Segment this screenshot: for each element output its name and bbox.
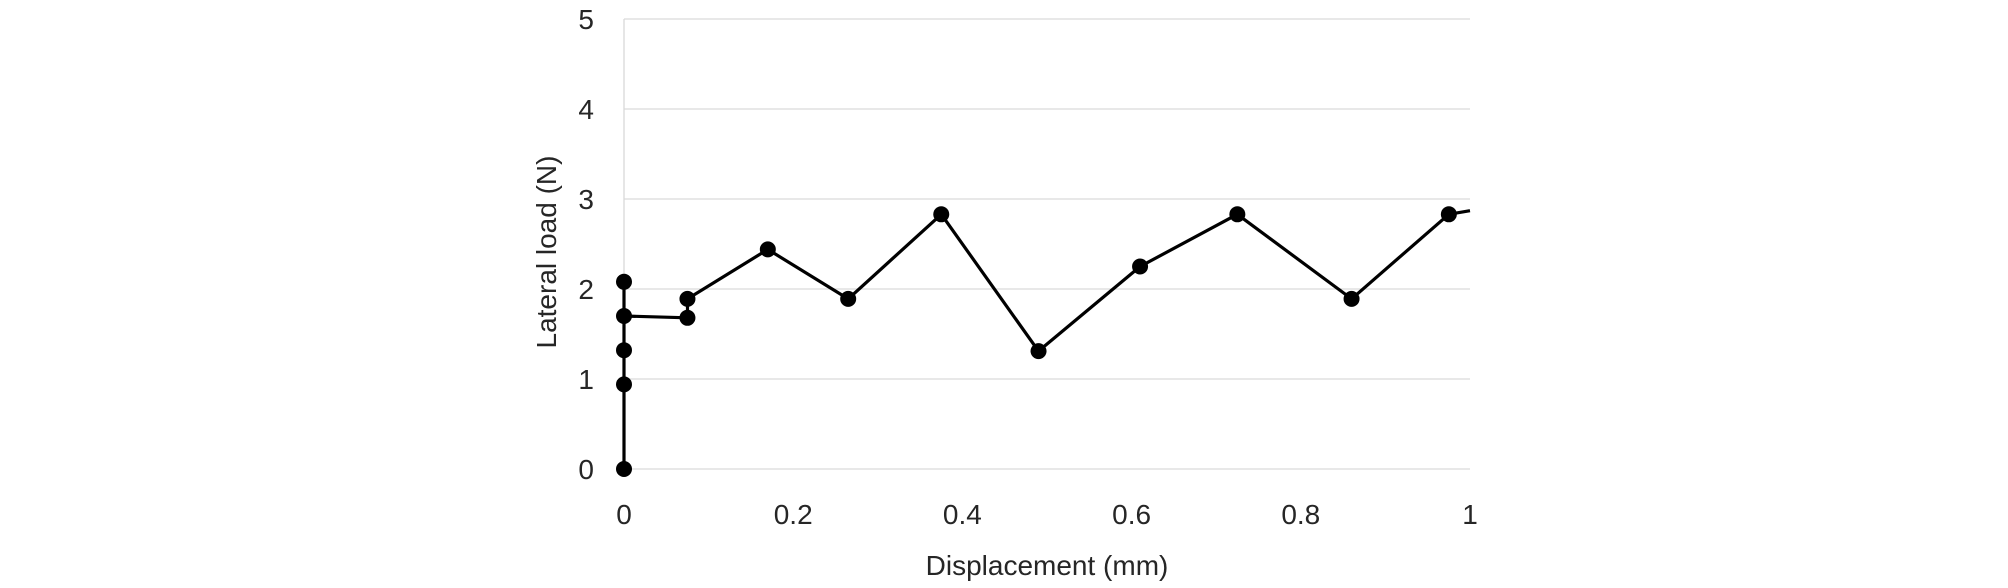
data-point [1030, 343, 1047, 360]
x-tick-label: 0.8 [1281, 499, 1320, 530]
data-point [1132, 258, 1149, 275]
y-tick-label: 0 [578, 454, 594, 485]
data-point [616, 273, 632, 290]
data-point [840, 290, 857, 307]
y-tick-label: 3 [578, 184, 594, 215]
data-point [1343, 290, 1360, 307]
data-point [1229, 206, 1246, 223]
series-line [622, 209, 1471, 469]
x-tick-label: 1 [1462, 499, 1478, 530]
data-point [679, 290, 696, 307]
data-point [759, 241, 776, 258]
x-tick-label: 0.6 [1112, 499, 1151, 530]
y-tick-label: 4 [578, 94, 594, 125]
y-tick-label: 2 [578, 274, 594, 305]
x-axis-title: Displacement (mm) [926, 550, 1169, 581]
data-point [933, 206, 950, 223]
series [616, 206, 1471, 477]
y-axis-title: Lateral load (N) [531, 156, 562, 349]
x-tick-label: 0 [616, 499, 632, 530]
y-tick-label: 1 [578, 364, 594, 395]
y-tick-label: 5 [578, 4, 594, 35]
data-point [616, 342, 632, 359]
data-point [679, 309, 696, 326]
data-point [1440, 206, 1457, 223]
gridlines [623, 18, 1470, 470]
tick-labels: 0 1 2 3 4 5 0 0.2 0.4 0.6 0.8 1 [578, 4, 1477, 530]
data-point [616, 376, 632, 393]
x-tick-label: 0.4 [943, 499, 982, 530]
data-point [616, 461, 632, 477]
x-tick-label: 0.2 [774, 499, 813, 530]
data-point [616, 308, 632, 324]
